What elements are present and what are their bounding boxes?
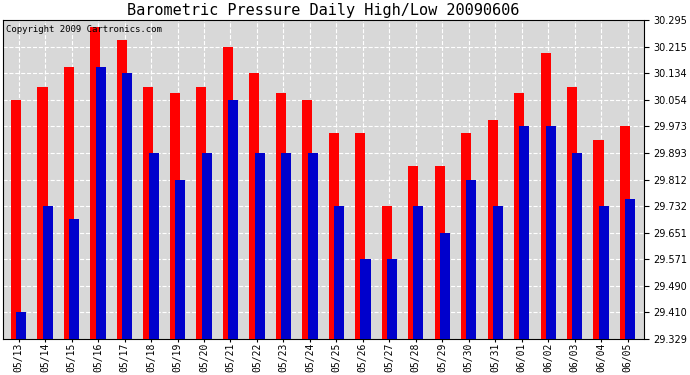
Bar <box>43 206 53 339</box>
Bar <box>572 153 582 339</box>
Bar <box>328 133 339 339</box>
Bar <box>567 87 577 339</box>
Bar <box>520 126 529 339</box>
Bar <box>17 312 26 339</box>
Bar <box>170 93 180 339</box>
Bar <box>546 126 556 339</box>
Bar <box>122 74 132 339</box>
Bar <box>540 53 551 339</box>
Bar <box>144 87 153 339</box>
Bar <box>625 199 635 339</box>
Bar <box>435 166 444 339</box>
Bar <box>387 259 397 339</box>
Bar <box>514 93 524 339</box>
Title: Barometric Pressure Daily High/Low 20090606: Barometric Pressure Daily High/Low 20090… <box>127 3 520 18</box>
Bar <box>64 67 74 339</box>
Bar <box>408 166 418 339</box>
Bar <box>599 206 609 339</box>
Bar <box>488 120 497 339</box>
Bar <box>197 87 206 339</box>
Bar <box>413 206 424 339</box>
Bar <box>461 133 471 339</box>
Bar <box>69 219 79 339</box>
Bar <box>228 100 238 339</box>
Bar <box>302 100 313 339</box>
Bar <box>96 67 106 339</box>
Bar <box>360 259 371 339</box>
Bar <box>620 126 630 339</box>
Bar <box>90 27 101 339</box>
Bar <box>281 153 291 339</box>
Bar <box>37 87 48 339</box>
Bar <box>255 153 265 339</box>
Bar <box>276 93 286 339</box>
Bar <box>148 153 159 339</box>
Text: Copyright 2009 Cartronics.com: Copyright 2009 Cartronics.com <box>6 25 162 34</box>
Bar <box>334 206 344 339</box>
Bar <box>117 40 127 339</box>
Bar <box>355 133 365 339</box>
Bar <box>175 180 185 339</box>
Bar <box>308 153 317 339</box>
Bar <box>593 140 604 339</box>
Bar <box>493 206 503 339</box>
Bar <box>466 180 476 339</box>
Bar <box>11 100 21 339</box>
Bar <box>223 47 233 339</box>
Bar <box>440 232 450 339</box>
Bar <box>249 74 259 339</box>
Bar <box>201 153 212 339</box>
Bar <box>382 206 392 339</box>
